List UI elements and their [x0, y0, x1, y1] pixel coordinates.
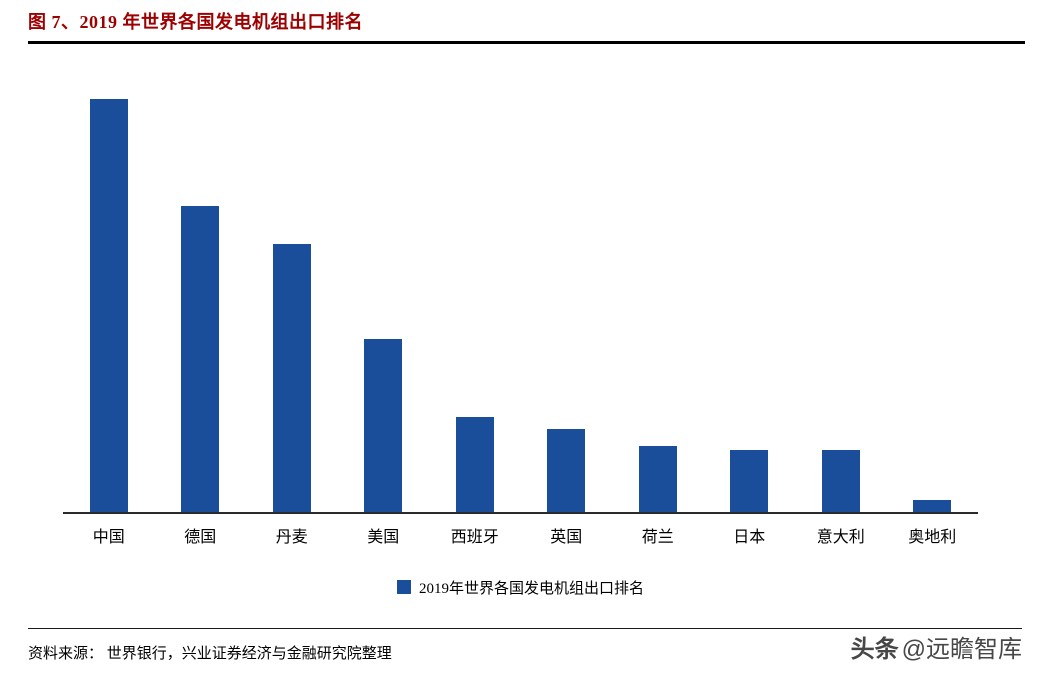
bar-德国: [181, 205, 220, 512]
chart-legend: 2019年世界各国发电机组出口排名: [63, 577, 978, 598]
source-note: 资料来源： 世界银行，兴业证券经济与金融研究院整理: [28, 646, 392, 662]
footer-divider: [28, 627, 1022, 629]
category-label: 意大利: [816, 528, 865, 546]
bar-column: [429, 72, 521, 512]
category-label: 英国: [550, 528, 583, 546]
figure-header: 图 7、2019 年世界各国发电机组出口排名: [0, 0, 1053, 44]
category-label: 德国: [184, 528, 217, 546]
category-label: 美国: [367, 528, 400, 546]
bar-意大利: [821, 449, 860, 512]
category-label: 日本: [733, 528, 766, 546]
bar-column: [338, 72, 430, 512]
bar-column: [795, 72, 887, 512]
category-label: 中国: [92, 528, 125, 546]
bar-美国: [364, 338, 403, 512]
bar-chart: 中国 德国 丹麦 美国 西班牙 英国 荷兰 日本 意大利 奥地利 2019年世界各国发电机组出口排…: [63, 72, 978, 598]
bar-日本: [730, 449, 769, 512]
watermark-handle: @远瞻智库: [901, 635, 1022, 663]
category-labels: 中国 德国 丹麦 美国 西班牙 英国 荷兰 日本 意大利 奥地利: [63, 523, 978, 547]
category-label: 西班牙: [450, 528, 499, 546]
bar-column: [155, 72, 247, 512]
watermark: 头条 @远瞻智库: [850, 635, 1022, 663]
title-underline: [28, 40, 1025, 44]
bar-英国: [547, 428, 586, 512]
bar-column: [612, 72, 704, 512]
bar-column: [887, 72, 979, 512]
legend-label: 2019年世界各国发电机组出口排名: [418, 580, 644, 597]
bar-荷兰: [638, 445, 677, 512]
bar-奥地利: [913, 499, 952, 512]
plot-area: [63, 72, 978, 514]
bar-column: [521, 72, 613, 512]
bar-column: [704, 72, 796, 512]
bar-丹麦: [272, 243, 311, 512]
bar-中国: [89, 98, 128, 512]
category-label: 丹麦: [275, 528, 308, 546]
category-label: 荷兰: [641, 528, 674, 546]
figure-title: 图 7、2019 年世界各国发电机组出口排名: [28, 12, 363, 32]
footer-row: 资料来源： 世界银行，兴业证券经济与金融研究院整理 头条 @远瞻智库: [28, 635, 1022, 663]
legend-swatch: [396, 580, 411, 595]
watermark-logo: 头条: [850, 635, 899, 663]
category-label: 奥地利: [908, 528, 957, 546]
figure-footer: 资料来源： 世界银行，兴业证券经济与金融研究院整理 头条 @远瞻智库: [28, 627, 1022, 663]
bar-西班牙: [455, 416, 494, 512]
bar-column: [246, 72, 338, 512]
bar-column: [63, 72, 155, 512]
